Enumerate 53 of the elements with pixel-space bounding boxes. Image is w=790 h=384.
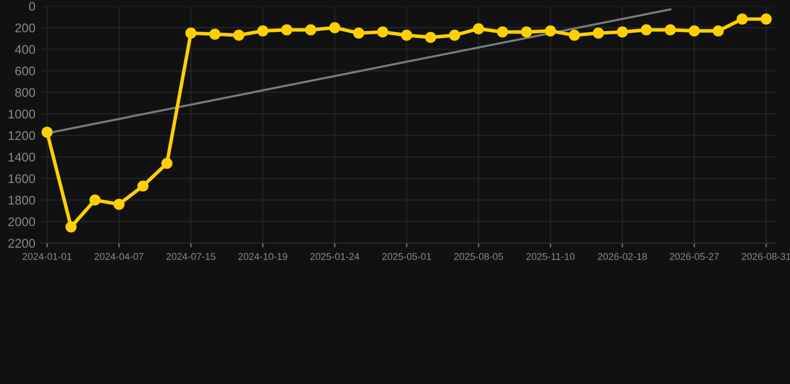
point	[305, 24, 316, 36]
y-tick-label: 2200	[8, 238, 36, 248]
y-tick-label: 600	[15, 66, 36, 76]
y-tick-label: 800	[15, 88, 36, 97]
point	[664, 24, 676, 36]
y-tick-label: 1800	[8, 196, 36, 205]
point	[688, 25, 700, 36]
y-tick-label: 1400	[8, 152, 36, 162]
point	[401, 30, 412, 41]
y-tick-label: 400	[14, 45, 36, 54]
x-tick-label: 2025-11-10	[526, 253, 575, 260]
point	[616, 26, 628, 38]
x-tick-label: 2024-01-01	[22, 253, 72, 260]
point	[640, 24, 652, 36]
point	[520, 26, 532, 38]
point	[712, 25, 724, 36]
point	[209, 28, 220, 40]
point	[329, 22, 340, 34]
point	[65, 221, 77, 232]
point	[449, 30, 460, 41]
point	[544, 25, 556, 36]
point	[736, 14, 748, 25]
point	[113, 198, 125, 210]
y-tick-label: 1200	[8, 131, 36, 140]
point	[472, 23, 484, 34]
point	[89, 194, 101, 206]
x-tick-label: 2025-08-05	[454, 253, 504, 260]
x-tick-label: 2025-05-01	[382, 253, 432, 260]
point	[185, 28, 196, 39]
point	[161, 158, 172, 169]
point	[377, 26, 388, 38]
x-tick-label: 2024-07-15	[166, 253, 216, 260]
y-tick-label: 0	[29, 2, 36, 11]
y-tick-label: 200	[15, 23, 36, 32]
point	[592, 28, 604, 39]
point	[353, 28, 364, 39]
point	[257, 25, 268, 36]
x-tick-label: 2024-04-07	[94, 253, 144, 260]
point	[425, 32, 436, 43]
point	[233, 30, 244, 41]
point	[760, 14, 772, 25]
x-tick-label: 2024-10-19	[238, 253, 288, 260]
point	[496, 26, 508, 38]
x-tick-label: 2026-02-18	[598, 253, 647, 260]
y-tick-label: 1600	[8, 174, 36, 184]
point	[568, 30, 580, 41]
y-tick-label: 1000	[8, 110, 36, 118]
x-tick-label: 2026-05-27	[670, 253, 719, 260]
x-tick-label: 2025-01-24	[310, 253, 360, 260]
y-tick-label: 2000	[8, 217, 36, 226]
point	[137, 180, 149, 192]
point	[281, 24, 292, 36]
point	[42, 126, 53, 138]
